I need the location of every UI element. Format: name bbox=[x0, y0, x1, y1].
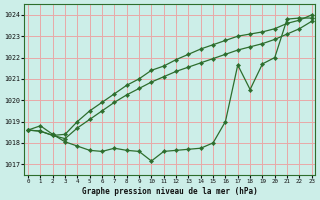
X-axis label: Graphe pression niveau de la mer (hPa): Graphe pression niveau de la mer (hPa) bbox=[82, 187, 258, 196]
